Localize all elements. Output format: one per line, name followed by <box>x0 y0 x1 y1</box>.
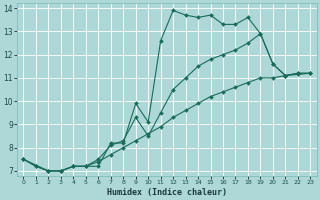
X-axis label: Humidex (Indice chaleur): Humidex (Indice chaleur) <box>107 188 227 197</box>
